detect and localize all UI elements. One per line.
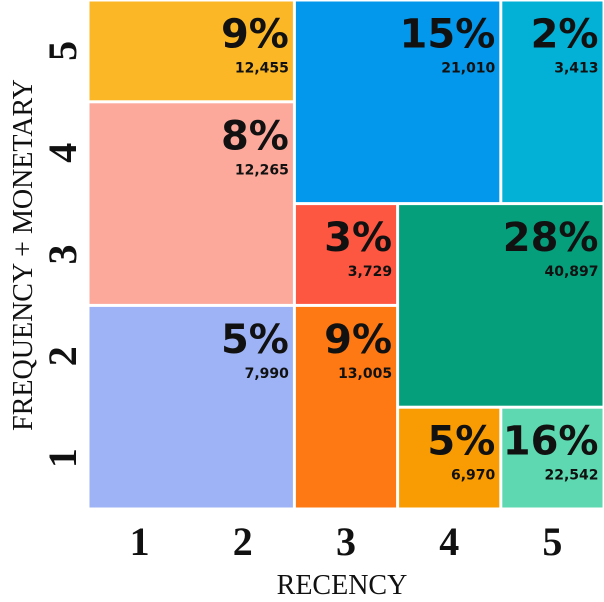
segment-rect [295,306,397,508]
segment-percent-label: 9% [324,317,392,363]
y-tick-label: 1 [40,448,85,468]
y-tick-label: 3 [40,245,85,265]
segment-rect [89,1,293,101]
segment-cell: 28% 40,897 [399,205,603,406]
segment-rect [89,103,293,304]
x-tick-label: 3 [336,519,356,564]
x-tick-label: 5 [542,519,562,564]
x-axis-title: RECENCY [277,570,408,601]
segment-rect [89,306,293,508]
segment-rect [295,205,397,304]
x-tick-label: 2 [233,519,253,564]
x-tick-label: 1 [130,519,150,564]
x-tick-label: 4 [439,519,459,564]
segment-percent-label: 5% [427,419,495,465]
segment-count-label: 12,265 [235,162,289,178]
segment-percent-label: 16% [503,419,599,465]
segment-cell: 5% 7,990 [89,306,293,508]
segment-rect [502,1,603,203]
segment-cell: 5% 6,970 [399,408,500,508]
x-tick-labels: 1 2 3 4 5 [130,519,563,564]
segment-cell: 2% 3,413 [502,1,603,203]
segment-count-label: 13,005 [338,366,392,382]
segment-cell: 9% 12,455 [89,1,293,101]
y-tick-label: 5 [40,41,85,61]
y-axis-title: FREQUENCY + MONETARY [8,79,39,431]
segment-cell: 8% 12,265 [89,103,293,304]
segment-cells: 9% 12,455 8% 12,265 5% 7,990 15% 21,010 2% 3,413 3… [89,1,603,508]
segment-count-label: 7,990 [245,366,290,382]
segment-rect [295,1,500,203]
segment-cell: 16% 22,542 [502,408,603,508]
segment-percent-label: 5% [221,317,289,363]
segment-percent-label: 15% [400,12,496,58]
segment-cell: 3% 3,729 [295,205,397,304]
segment-rect [502,408,603,508]
segment-count-label: 12,455 [235,61,289,77]
segment-percent-label: 2% [531,12,599,58]
segment-count-label: 3,729 [348,264,392,280]
y-tick-labels: 1 2 3 4 5 [40,41,85,468]
segment-percent-label: 3% [324,215,392,261]
segment-rect [399,205,603,406]
segment-percent-label: 28% [503,215,599,261]
segment-count-label: 40,897 [544,264,598,280]
y-tick-label: 2 [40,346,85,366]
segment-count-label: 21,010 [441,61,495,77]
segment-rect [399,408,500,508]
segment-cell: 15% 21,010 [295,1,500,203]
segment-count-label: 3,413 [554,61,598,77]
segment-count-label: 22,542 [544,468,598,484]
segment-cell: 9% 13,005 [295,306,397,508]
segment-percent-label: 8% [221,113,289,159]
y-tick-label: 4 [40,143,85,163]
segment-percent-label: 9% [221,12,289,58]
segment-count-label: 6,970 [451,468,496,484]
